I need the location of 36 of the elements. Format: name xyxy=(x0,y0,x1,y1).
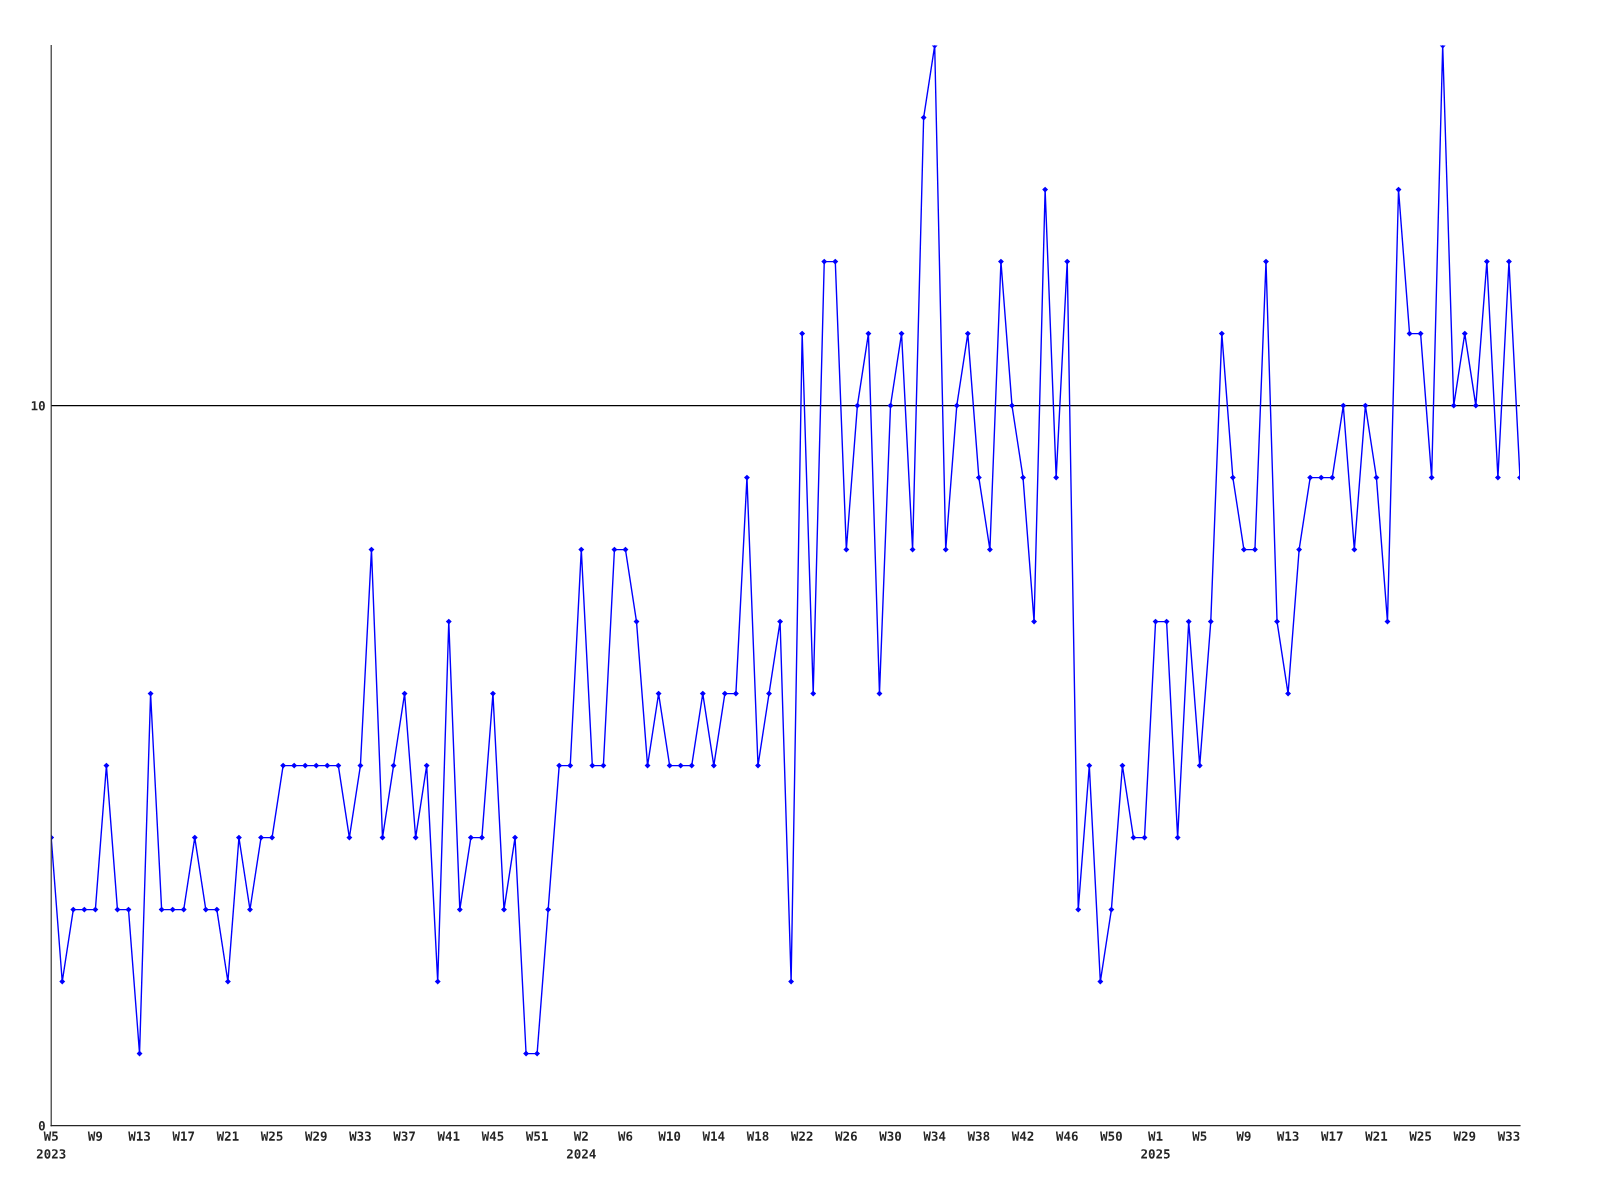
x-tick-label: W9 xyxy=(87,1131,103,1141)
x-tick-label: W5 xyxy=(1192,1131,1207,1141)
x-tick-label: W1 2025 xyxy=(1141,1131,1170,1159)
x-tick-label: W26 xyxy=(835,1131,857,1141)
x-tick-label: W33 xyxy=(349,1131,371,1141)
x-tick-label: W34 xyxy=(923,1131,946,1141)
x-tick-label: W46 xyxy=(1055,1131,1078,1141)
x-tick-label: W38 xyxy=(967,1131,990,1141)
x-tick-label: W6 xyxy=(617,1131,633,1141)
x-tick-label: W25 xyxy=(260,1131,283,1141)
x-tick-label: W17 xyxy=(1320,1131,1343,1141)
x-tick-label: W5 2023 xyxy=(36,1131,66,1159)
y-tick-label: 0 xyxy=(38,1121,45,1131)
x-tick-label: W42 xyxy=(1011,1131,1034,1141)
x-tick-label: W18 xyxy=(746,1131,769,1141)
x-tick-label: W21 xyxy=(1365,1131,1388,1141)
x-tick-label: W14 xyxy=(702,1131,725,1141)
x-tick-label: W50 xyxy=(1100,1131,1122,1141)
x-tick-label: W29 xyxy=(1453,1131,1476,1141)
x-tick-label: W13 xyxy=(128,1131,151,1141)
x-tick-label: W37 xyxy=(393,1131,415,1141)
x-tick-label: W33 xyxy=(1497,1131,1520,1141)
x-tick-label: W13 xyxy=(1276,1131,1299,1141)
x-tick-label: W9 xyxy=(1236,1131,1251,1141)
x-tick-label: W51 xyxy=(525,1131,548,1141)
x-tick-label: W2 2024 xyxy=(566,1131,596,1159)
x-tick-label: W22 xyxy=(790,1131,813,1141)
y-tick-label: 10 xyxy=(31,401,45,411)
x-tick-label: W45 xyxy=(481,1131,504,1141)
x-tick-label: W10 xyxy=(658,1131,681,1141)
x-tick-label: W41 xyxy=(437,1131,460,1141)
x-tick-label: W29 xyxy=(304,1131,327,1141)
x-tick-label: W25 xyxy=(1409,1131,1432,1141)
x-tick-label: W30 xyxy=(879,1131,902,1141)
x-tick-label: W21 xyxy=(216,1131,239,1141)
x-tick-label: W17 xyxy=(172,1131,195,1141)
